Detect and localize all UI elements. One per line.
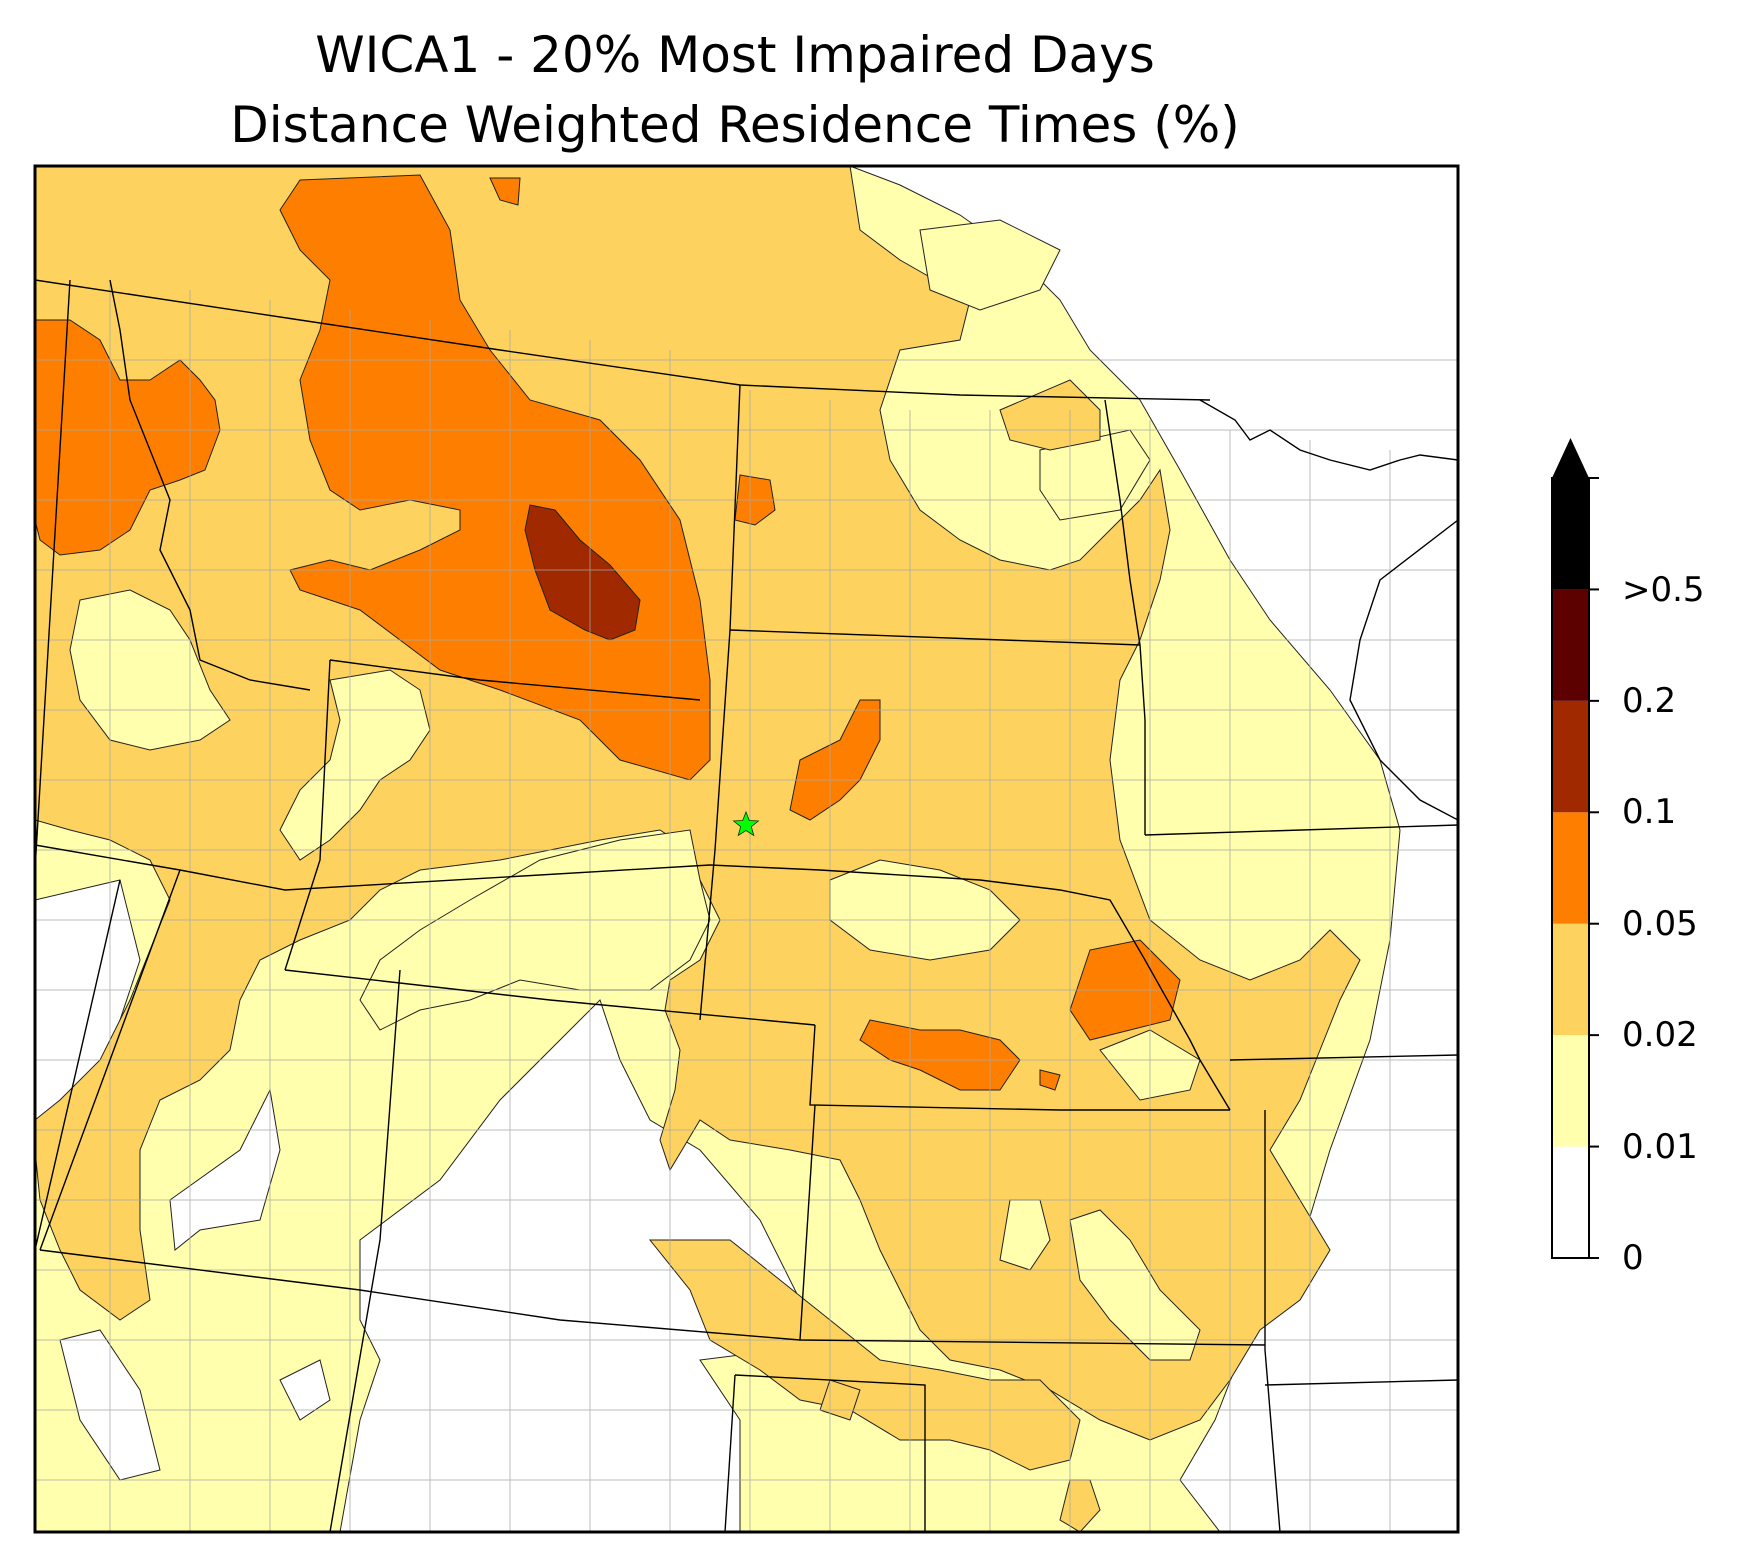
colorbar: [1551, 438, 1599, 1259]
map-title-line2: Distance Weighted Residence Times (%): [230, 96, 1240, 154]
state-boundaries: [35, 279, 1458, 1532]
map-title-line1: WICA1 - 20% Most Impaired Days: [315, 26, 1155, 84]
colorbar-bins: [1552, 478, 1589, 1258]
colorbar-bin: [1552, 1146, 1589, 1258]
colorbar-bin: [1552, 1035, 1589, 1147]
site-star-marker: [732, 810, 760, 837]
colorbar-bin: [1552, 589, 1589, 701]
colorbar-tick-label: 0.2: [1622, 681, 1677, 721]
colorbar-tick-label: 0.05: [1622, 904, 1698, 944]
colorbar-tick-label: 0: [1622, 1238, 1644, 1278]
colorbar-bin: [1552, 812, 1589, 924]
map-frame: [33, 164, 1460, 1534]
colorbar-tick-label: 0.1: [1622, 792, 1677, 832]
colorbar-extend-arrow: [1552, 438, 1589, 478]
colorbar-bin: [1552, 700, 1589, 813]
map-plot-area: [35, 166, 1458, 1532]
colorbar-tick-label: >0.5: [1622, 570, 1705, 610]
county-boundaries: [35, 280, 1458, 1532]
colorbar-bin: [1552, 923, 1589, 1036]
colorbar-outline: [1551, 477, 1590, 1259]
colorbar-bin: [1552, 478, 1589, 590]
colorbar-tick-label: 0.02: [1622, 1015, 1698, 1055]
colorbar-tick-label: 0.01: [1622, 1127, 1698, 1167]
contour-0.1-0.2: [524, 504, 641, 641]
colorbar-ticks: [1589, 477, 1599, 1259]
